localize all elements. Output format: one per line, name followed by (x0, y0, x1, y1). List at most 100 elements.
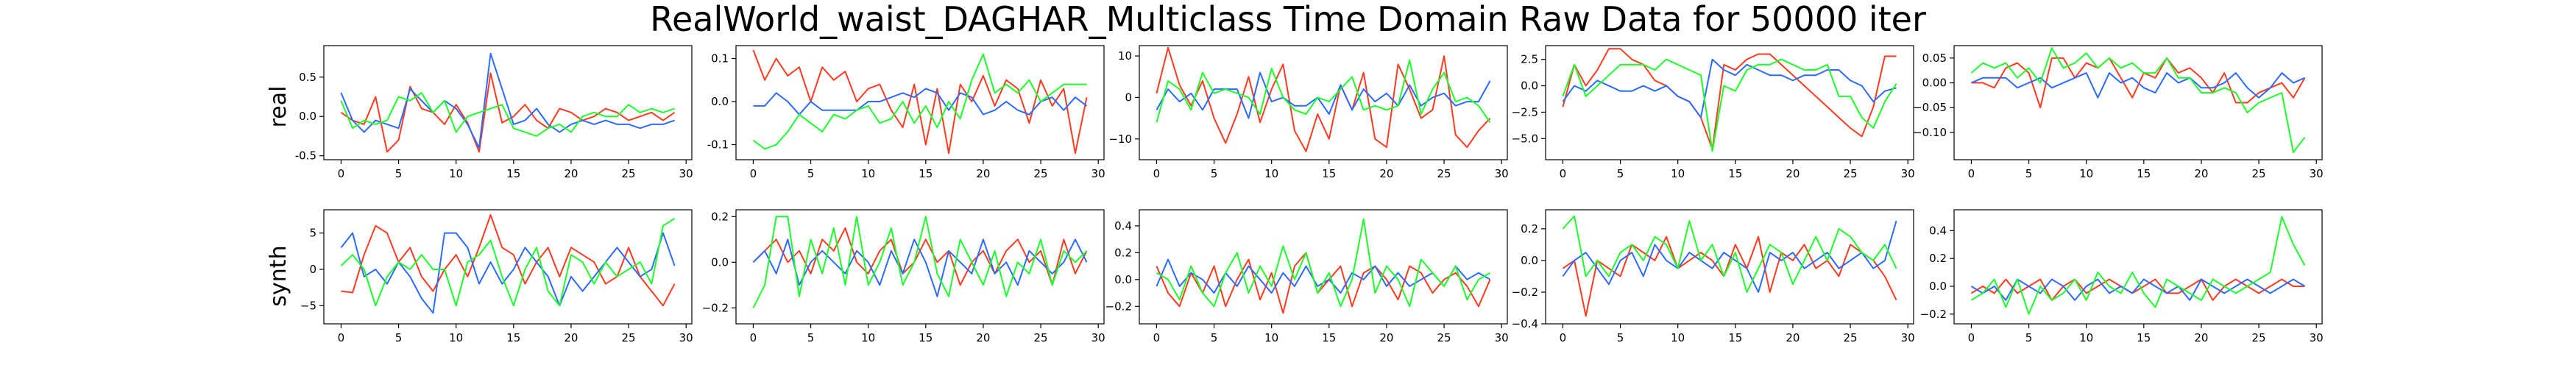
x-tick-label: 0 (1968, 167, 1975, 180)
y-tick-label: 0.2 (1929, 252, 1947, 265)
x-tick-label: 30 (679, 167, 693, 180)
y-tick-label: 0.2 (1521, 222, 1538, 236)
y-tick-label: −2.5 (1512, 105, 1538, 118)
x-tick-label: 15 (1728, 331, 1742, 344)
axes-frame (1139, 209, 1508, 325)
x-tick-label: 25 (1034, 331, 1048, 344)
x-tick-label: 5 (807, 331, 815, 344)
axes-frame (735, 45, 1105, 160)
x-tick-label: 20 (1379, 167, 1393, 180)
y-tick-label: 0.0 (1929, 280, 1947, 293)
y-tick-label: 0.00 (1922, 77, 1947, 90)
x-tick-label: 0 (1560, 167, 1567, 180)
subplot-synth-2: 0 5 10 15 20 25 30 −0.2 0.0 0.2 (702, 209, 1105, 344)
series-line-1 (752, 49, 1088, 155)
y-tick-label: −0.4 (1512, 317, 1538, 330)
y-tick-label: -0.5 (295, 149, 316, 163)
subplot-real-4: 0 5 10 15 20 25 30 −5.0 −2.5 0.0 2.5 (1512, 45, 1915, 180)
x-tick-label: 25 (1034, 167, 1048, 180)
x-tick-label: 30 (1495, 331, 1509, 344)
series-line-1 (1562, 236, 1897, 317)
x-tick-label: 0 (1153, 331, 1161, 344)
x-tick-label: 10 (1264, 331, 1278, 344)
subplot-synth-4: 0 5 10 15 20 25 30 −0.4 −0.2 0.0 0.2 (1512, 209, 1915, 344)
x-tick-label: 15 (506, 331, 520, 344)
x-tick-label: 15 (2137, 167, 2151, 180)
x-tick-label: 20 (2194, 331, 2208, 344)
y-tick-label: 5 (309, 227, 316, 240)
x-tick-label: 15 (1728, 167, 1742, 180)
x-tick-label: 10 (1671, 331, 1685, 344)
axes-frame (323, 209, 693, 325)
x-tick-label: 15 (1322, 167, 1336, 180)
series-line-2 (1970, 278, 2306, 301)
x-tick-label: 30 (1091, 331, 1105, 344)
x-tick-label: 5 (807, 167, 815, 180)
y-tick-label: −0.2 (1105, 300, 1132, 313)
y-tick-label: −0.10 (1913, 126, 1947, 139)
y-tick-label: −10 (1108, 132, 1132, 146)
x-tick-label: 10 (2079, 331, 2093, 344)
x-tick-label: 25 (2252, 331, 2266, 344)
figure-title: RealWorld_waist_DAGHAR_Multiclass Time D… (650, 0, 1926, 39)
x-tick-label: 20 (1379, 331, 1393, 344)
subplot-synth-1: 0 5 10 15 20 25 30 −5 0 5 (300, 209, 693, 344)
x-tick-label: 0 (1153, 167, 1161, 180)
y-tick-label: 10 (1118, 49, 1132, 63)
series-line-1 (1970, 278, 2305, 301)
x-tick-label: 30 (1901, 331, 1915, 344)
subplot-real-3: 0 5 10 15 20 25 30 −10 0 10 (1108, 45, 1509, 180)
x-tick-label: 15 (919, 331, 933, 344)
x-tick-label: 15 (506, 167, 520, 180)
y-tick-label: 0 (309, 263, 316, 276)
x-tick-label: 15 (919, 167, 933, 180)
x-tick-label: 10 (449, 331, 463, 344)
x-tick-label: 25 (1437, 167, 1451, 180)
x-tick-label: 5 (1617, 331, 1624, 344)
y-tick-label: 0.2 (1114, 246, 1132, 259)
axes-frame (1953, 45, 2323, 160)
x-tick-label: 25 (622, 167, 636, 180)
y-tick-label: 0.4 (1114, 219, 1132, 233)
y-tick-label: −0.05 (1913, 101, 1947, 114)
y-tick-label: −0.2 (1512, 286, 1538, 299)
subplot-real-1: 0 5 10 15 20 25 30 -0.5 0.0 0.5 (295, 45, 693, 180)
y-tick-label: 0.0 (1521, 79, 1538, 93)
y-tick-label: −5.0 (1512, 132, 1538, 145)
x-tick-label: 0 (338, 331, 345, 344)
series-line-1 (1562, 48, 1897, 150)
x-tick-label: 20 (976, 331, 990, 344)
y-tick-label: 0.0 (1521, 254, 1538, 267)
x-tick-label: 20 (2194, 167, 2208, 180)
x-tick-label: 0 (750, 167, 757, 180)
y-tick-label: −5 (300, 299, 316, 312)
subplot-synth-3: 0 5 10 15 20 25 30 −0.2 0.0 0.2 0.4 (1105, 209, 1509, 344)
y-tick-label: 0.0 (711, 255, 729, 269)
series-line-3 (1156, 59, 1491, 123)
x-tick-label: 30 (1901, 167, 1915, 180)
y-tick-label: -0.1 (707, 138, 729, 152)
series-line-2 (1562, 58, 1897, 118)
row-label-synth: synth (266, 245, 291, 306)
series-line-3 (752, 53, 1087, 150)
subplot-real-2: 0 5 10 15 20 25 30 -0.1 0.0 0.1 (707, 45, 1105, 180)
x-tick-label: 5 (1211, 331, 1218, 344)
x-tick-label: 0 (750, 331, 757, 344)
series-line-3 (1970, 47, 2306, 153)
series-line-1 (341, 213, 676, 307)
y-tick-label: 0.5 (299, 71, 316, 84)
series-line-1 (1971, 57, 2306, 109)
y-tick-label: 0.05 (1922, 52, 1947, 65)
x-tick-label: 10 (861, 331, 875, 344)
y-tick-label: 0.1 (711, 52, 729, 66)
x-tick-label: 25 (2252, 167, 2266, 180)
series-line-3 (752, 216, 1088, 308)
series-line-2 (340, 232, 676, 314)
x-tick-label: 15 (2137, 331, 2151, 344)
x-tick-label: 20 (1786, 331, 1800, 344)
x-tick-label: 5 (2025, 331, 2033, 344)
y-tick-label: −0.2 (702, 301, 729, 314)
subplot-synth-5: 0 5 10 15 20 25 30 −0.2 0.0 0.2 0.4 (1920, 209, 2324, 344)
x-tick-label: 20 (564, 167, 578, 180)
x-tick-label: 25 (622, 331, 636, 344)
